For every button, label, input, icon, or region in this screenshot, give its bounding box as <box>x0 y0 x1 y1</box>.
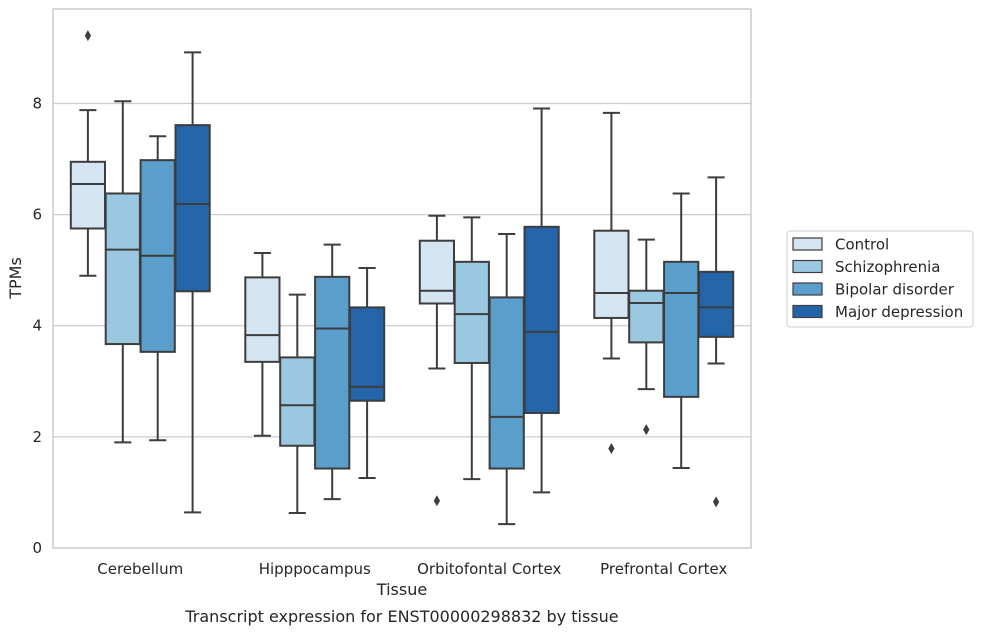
iqr-box <box>593 229 630 319</box>
box-plot <box>453 216 490 481</box>
legend-entry: Schizophrenia <box>835 258 940 276</box>
y-tick-label: 8 <box>32 94 42 112</box>
box-plot <box>593 111 630 455</box>
iqr-box <box>174 124 211 293</box>
y-tick-label: 6 <box>32 206 42 224</box>
iqr-box <box>453 260 490 364</box>
iqr-box <box>523 225 560 414</box>
legend-swatch <box>792 259 823 274</box>
box-plot <box>104 100 141 444</box>
box-plot <box>174 51 211 514</box>
y-axis-label: TPMs <box>6 257 25 300</box>
box-plot <box>139 135 176 442</box>
legend-swatch <box>792 282 823 296</box>
y-tick-label: 0 <box>32 539 42 557</box>
iqr-box <box>279 356 316 447</box>
chart-caption: Transcript expression for ENST0000029883… <box>184 607 618 626</box>
legend-entry: Major depression <box>835 303 963 321</box>
y-tick-label: 4 <box>32 317 42 335</box>
x-tick-label: Cerebellum <box>97 560 183 578</box>
iqr-box <box>348 306 386 402</box>
box-plot <box>244 251 281 437</box>
legend-frame <box>786 230 974 328</box>
box-group <box>69 30 735 526</box>
legend: Control Schizophrenia Bipolar disorder Majo… <box>786 230 974 328</box>
box-plot <box>69 30 107 277</box>
box-plot <box>523 107 560 494</box>
box-plot <box>279 293 316 514</box>
outlier-point <box>608 443 615 455</box>
iqr-box <box>314 275 351 470</box>
x-tick-label: Hipppocampus <box>259 560 371 578</box>
box-plot <box>697 176 735 508</box>
legend-swatch <box>792 237 823 251</box>
box-plot <box>314 243 351 501</box>
x-tick-label: Prefrontal Cortex <box>600 560 727 578</box>
x-axis-ticks: Cerebellum Hipppocampus Orbitofontal Corte… <box>97 560 727 578</box>
iqr-box <box>244 276 281 363</box>
plot-frame <box>52 8 752 549</box>
iqr-box <box>104 192 141 346</box>
x-tick-label: Orbitofontal Cortex <box>417 560 561 578</box>
iqr-box <box>663 260 700 398</box>
outlier-point <box>84 30 92 42</box>
iqr-box <box>69 160 107 230</box>
legend-entry: Bipolar disorder <box>835 281 955 299</box>
y-tick-label: 2 <box>32 428 42 446</box>
iqr-box <box>628 289 665 344</box>
iqr-box <box>418 239 456 305</box>
legend-entry: Control <box>835 236 889 254</box>
outlier-point <box>433 495 441 507</box>
iqr-box <box>697 270 735 338</box>
box-plot <box>663 192 700 469</box>
outlier-point <box>643 424 650 436</box>
box-plot <box>628 238 665 436</box>
x-axis-label: Tissue <box>376 580 427 599</box>
outlier-point <box>712 496 720 508</box>
iqr-box <box>488 296 525 470</box>
y-axis-ticks: 0 2 4 6 8 <box>32 94 42 557</box>
box-plot <box>348 266 386 479</box>
legend-swatch <box>792 304 823 319</box>
